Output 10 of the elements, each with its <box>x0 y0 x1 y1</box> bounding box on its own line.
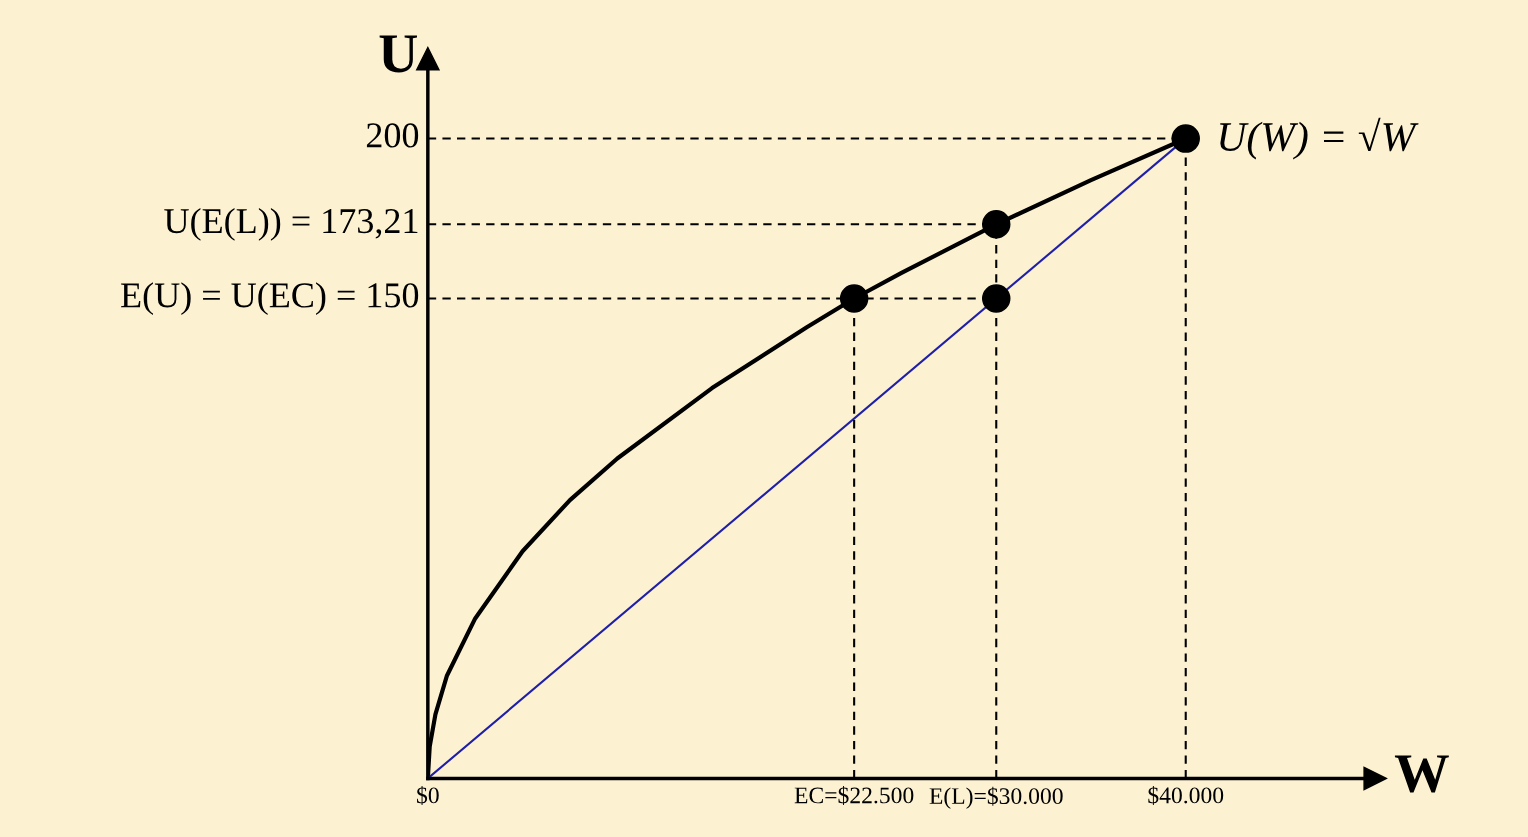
y-tick-label: U(E(L)) = 173,21 <box>164 207 418 241</box>
y-tick-label: E(U) = U(EC) = 150 <box>121 282 419 315</box>
y-tick-label: 200 <box>366 123 419 148</box>
x-tick-label: EC=$22.500 <box>794 786 914 805</box>
y-axis-title: U <box>379 35 417 73</box>
x-tick-label: $0 <box>417 786 439 805</box>
x-axis-title: W <box>1394 755 1449 793</box>
annotation: U(W) = √W <box>1220 117 1419 160</box>
x-tick-label: $40.000 <box>1148 786 1224 805</box>
x-tick-label: E(L)=$30.000 <box>929 786 1063 809</box>
